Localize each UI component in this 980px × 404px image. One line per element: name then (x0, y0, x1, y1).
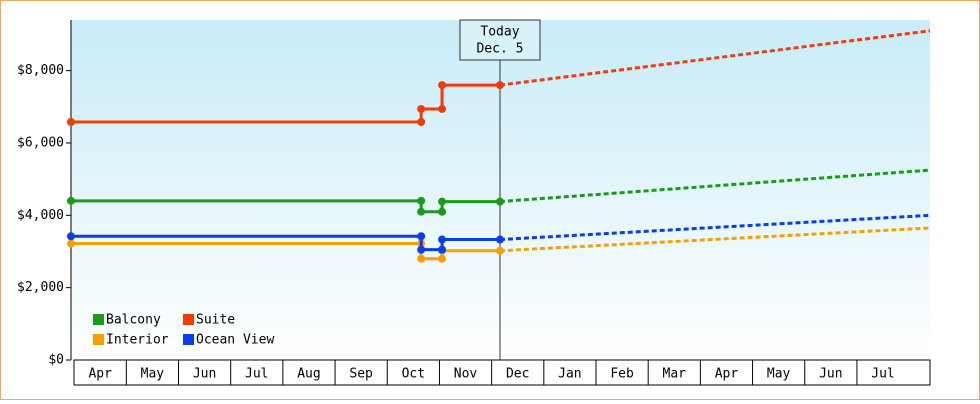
point (438, 104, 447, 113)
legend-swatch (183, 334, 194, 345)
point (67, 118, 75, 126)
x-axis-box (73, 359, 931, 386)
y-tick-label: $0 (48, 353, 64, 368)
legend-label: Interior (106, 333, 169, 348)
x-tick-label: Dec (506, 367, 529, 382)
point (417, 254, 426, 263)
x-tick-label: Jul (871, 367, 894, 382)
y-tick-label: $4,000 (17, 208, 64, 223)
point (417, 104, 426, 113)
point (417, 232, 426, 241)
series-line (71, 199, 500, 214)
point (438, 235, 447, 244)
point (417, 207, 426, 216)
point (67, 239, 75, 248)
x-tick-label: May (141, 367, 165, 382)
point (495, 246, 504, 255)
today-box (459, 19, 541, 61)
series-line (71, 83, 500, 124)
point (417, 245, 426, 254)
x-tick-label: Mar (663, 367, 687, 382)
point (417, 196, 426, 205)
forecast-line (499, 29, 931, 87)
y-tick-label: $2,000 (17, 280, 64, 295)
x-tick-label: May (767, 367, 791, 382)
point (417, 118, 426, 126)
x-tick-label: Apr (715, 367, 739, 382)
series-line (71, 242, 500, 261)
x-tick-label: Nov (454, 367, 478, 382)
legend-swatch (183, 314, 194, 325)
point (67, 232, 75, 241)
x-tick-label: Aug (297, 367, 320, 382)
point (438, 254, 447, 263)
point (438, 245, 447, 254)
y-tick-label: $6,000 (17, 135, 64, 150)
legend-label: Ocean View (196, 333, 274, 348)
x-tick-label: Oct (402, 367, 425, 382)
point (438, 81, 447, 90)
legend-label: Suite (196, 313, 235, 328)
point (438, 197, 447, 206)
point (495, 235, 504, 244)
x-tick-label: Jun (819, 367, 842, 382)
x-tick-label: Jan (558, 367, 581, 382)
y-tick-label: $8,000 (17, 63, 64, 78)
point (67, 196, 75, 205)
point (438, 207, 447, 216)
legend-label: Balcony (106, 313, 161, 328)
legend-swatch (93, 314, 104, 325)
x-tick-label: Jul (245, 367, 268, 382)
point (495, 81, 504, 90)
x-tick-label: Sep (349, 367, 373, 382)
plot-area (71, 20, 930, 360)
point (495, 197, 504, 206)
legend-swatch (93, 334, 104, 345)
series-line (71, 234, 500, 252)
today-date: Dec. 5 (476, 42, 523, 57)
x-tick-label: Jun (193, 367, 216, 382)
x-tick-label: Feb (610, 367, 634, 382)
today-label: Today (480, 25, 519, 40)
x-tick-label: Apr (88, 367, 112, 382)
